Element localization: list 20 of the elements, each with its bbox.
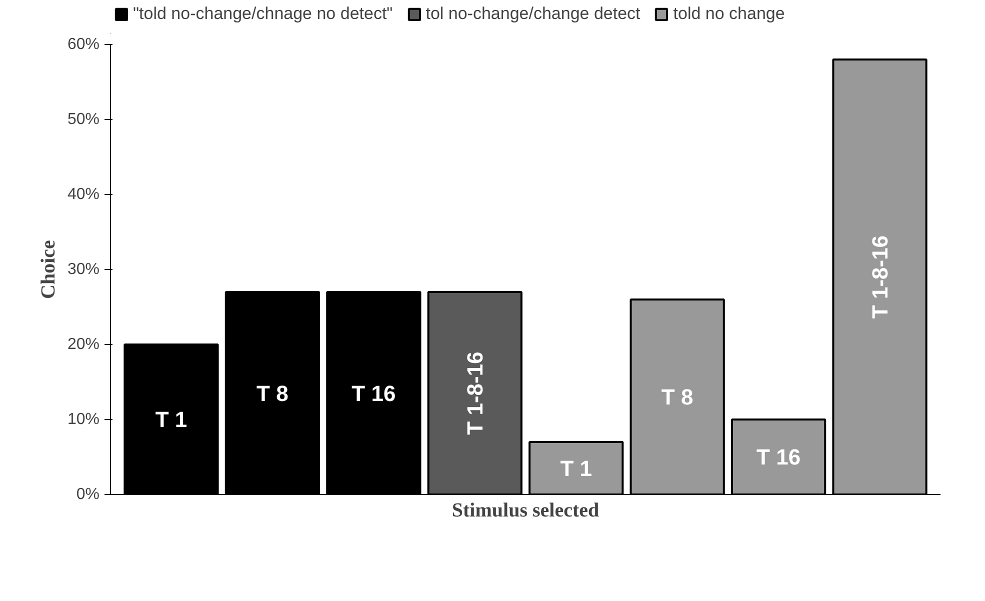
y-tick-label: 50% — [67, 111, 100, 128]
x-tick-label: T 16 — [756, 444, 801, 470]
x-tick-label: T 8 — [661, 384, 694, 410]
x-tick-label: T 8 — [256, 380, 288, 406]
y-tick-label: 40% — [67, 186, 100, 203]
y-tick-label: 60% — [67, 36, 100, 53]
x-tick-label: T 1-8-16 — [867, 235, 892, 319]
legend-label: tol no-change/change detect — [426, 4, 640, 24]
legend-label: "told no-change/chnage no detect" — [133, 4, 393, 24]
y-axis-title: Choice — [37, 240, 60, 299]
y-tick-label: 30% — [67, 261, 100, 278]
legend-label: told no change — [673, 4, 785, 24]
y-tick-label: 10% — [67, 411, 100, 428]
x-tick-label: T 1-8-16 — [462, 352, 488, 435]
y-tick-label: 20% — [67, 336, 100, 353]
x-axis-title: Stimulus selected — [452, 500, 600, 522]
y-tick-label: 0% — [76, 486, 100, 503]
x-tick-label: T 1 — [560, 456, 592, 481]
x-tick-label: T 16 — [352, 380, 396, 406]
x-tick-label: T 1 — [155, 407, 188, 432]
